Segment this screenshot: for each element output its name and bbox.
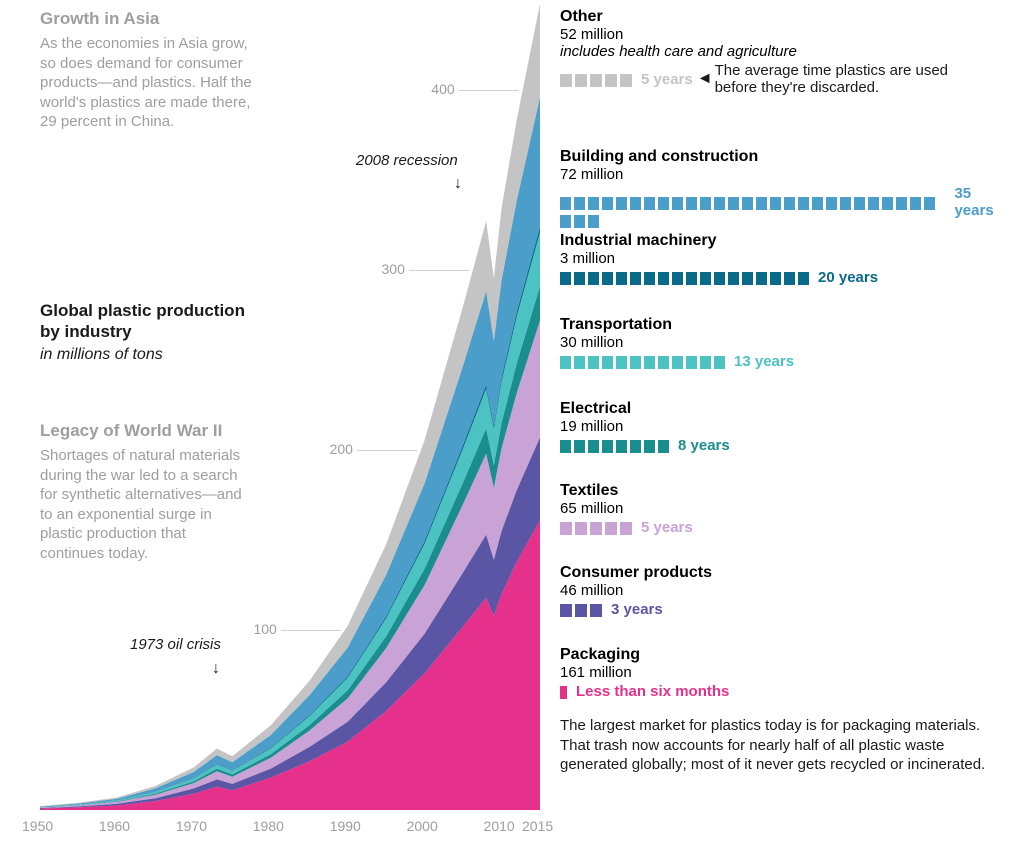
lifespan-label-transportation: 13 years	[734, 353, 794, 370]
legacy-block: Legacy of World War II Shortages of natu…	[40, 420, 250, 563]
lifespan-bar-industrial	[560, 272, 812, 285]
lifespan-label-packaging: Less than six months	[576, 683, 729, 700]
packaging-footnote: The largest market for plastics today is…	[560, 716, 990, 775]
legend-other: Other52 millionincludes health care and …	[560, 8, 1010, 96]
legend-amount-building: 72 million	[560, 166, 1010, 183]
lifespan-bar-other	[560, 74, 635, 87]
lifespan-label-textiles: 5 years	[641, 519, 693, 536]
x-tick-1970: 1970	[176, 818, 207, 834]
lifespan-label-electrical: 8 years	[678, 437, 730, 454]
legend-title-building: Building and construction	[560, 148, 1010, 166]
legend-consumer: Consumer products46 million 3 years	[560, 564, 1010, 618]
growth-block: Growth in Asia As the economies in Asia …	[40, 8, 260, 132]
y-tick-300: 300	[365, 261, 405, 277]
annotation-arrow-oil: ↓	[212, 660, 220, 678]
legend-title-other: Other	[560, 8, 1010, 26]
lifespan-label-industrial: 20 years	[818, 269, 878, 286]
y-grid-400	[459, 90, 519, 91]
legend-title-electrical: Electrical	[560, 400, 1010, 418]
main-sub: in millions of tons	[40, 345, 260, 366]
annotation-oil: 1973 oil crisis	[130, 636, 221, 653]
legend-amount-textiles: 65 million	[560, 500, 1010, 517]
legend-industrial: Industrial machinery3 million 20 years	[560, 232, 1010, 286]
annotation-arrow-rec: ↓	[454, 175, 462, 193]
x-tick-2010: 2010	[484, 818, 515, 834]
lifespan-bar-packaging	[560, 686, 570, 699]
x-tick-2000: 2000	[407, 818, 438, 834]
lifespan-bar-transportation	[560, 356, 728, 369]
legend-amount-packaging: 161 million	[560, 664, 1010, 681]
legend-amount-consumer: 46 million	[560, 582, 1010, 599]
lifespan-bar-electrical	[560, 440, 672, 453]
legend-electrical: Electrical19 million 8 years	[560, 400, 1010, 454]
lifespan-label-building: 35 years	[954, 185, 1010, 219]
lifespan-label-consumer: 3 years	[611, 601, 663, 618]
x-tick-1980: 1980	[253, 818, 284, 834]
x-tick-1960: 1960	[99, 818, 130, 834]
y-grid-200	[357, 450, 417, 451]
lifespan-bar-textiles	[560, 522, 635, 535]
lifespan-bar-consumer	[560, 604, 605, 617]
legend-amount-industrial: 3 million	[560, 250, 1010, 267]
x-tick-1950: 1950	[22, 818, 53, 834]
legend-note-other: includes health care and agriculture	[560, 43, 1010, 60]
legend-amount-transportation: 30 million	[560, 334, 1010, 351]
legend-amount-electrical: 19 million	[560, 418, 1010, 435]
legend-textiles: Textiles65 million 5 years	[560, 482, 1010, 536]
y-grid-100	[281, 630, 341, 631]
growth-title: Growth in Asia	[40, 8, 260, 30]
y-tick-100: 100	[237, 621, 277, 637]
x-tick-1990: 1990	[330, 818, 361, 834]
legend-title-industrial: Industrial machinery	[560, 232, 1010, 250]
lifespan-bar-building	[560, 197, 948, 210]
legacy-body: Shortages of natural materials during th…	[40, 446, 250, 563]
legend-transportation: Transportation30 million 13 years	[560, 316, 1010, 370]
legacy-title: Legacy of World War II	[40, 420, 250, 442]
legend-building: Building and construction72 million 35 ye…	[560, 148, 1010, 219]
main-title-block: Global plastic production by industry in…	[40, 300, 260, 365]
triangle-left-icon: ◄	[697, 70, 713, 88]
lifespan-label-other: 5 years	[641, 71, 693, 88]
y-tick-200: 200	[313, 441, 353, 457]
legend-title-consumer: Consumer products	[560, 564, 1010, 582]
legend-title-transportation: Transportation	[560, 316, 1010, 334]
legend-amount-other: 52 million	[560, 26, 1010, 43]
y-tick-400: 400	[415, 81, 455, 97]
legend-title-packaging: Packaging	[560, 646, 1010, 664]
legend-title-textiles: Textiles	[560, 482, 1010, 500]
legend-packaging: Packaging161 million Less than six months	[560, 646, 1010, 700]
main-title: Global plastic production by industry	[40, 300, 260, 343]
x-tick-2015: 2015	[522, 818, 553, 834]
growth-body: As the economies in Asia grow, so does d…	[40, 34, 260, 132]
avg-lifespan-note: The average time plastics are used befor…	[715, 62, 985, 96]
annotation-rec: 2008 recession	[356, 152, 458, 169]
y-grid-300	[409, 270, 469, 271]
